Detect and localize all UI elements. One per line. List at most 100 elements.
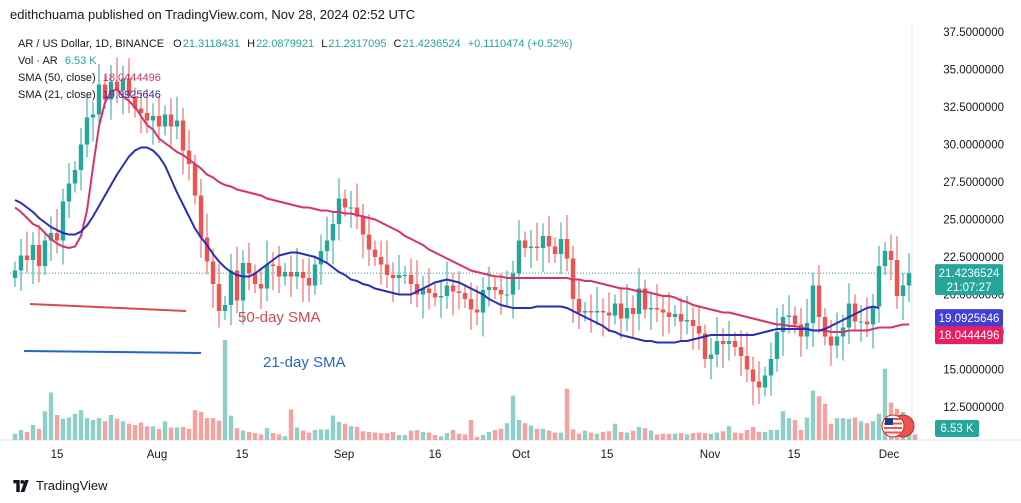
volume-bar bbox=[384, 433, 390, 440]
volume-bar bbox=[912, 434, 918, 440]
candle-body bbox=[216, 284, 222, 311]
volume-bar bbox=[642, 428, 648, 440]
candle-body bbox=[774, 332, 780, 359]
candle-body bbox=[582, 311, 588, 313]
candle-body bbox=[702, 333, 708, 359]
candle-body bbox=[612, 303, 618, 316]
tradingview-footer[interactable]: TradingView bbox=[12, 478, 108, 493]
candle-body bbox=[138, 108, 144, 113]
volume-bar bbox=[846, 418, 852, 440]
volume-bar bbox=[144, 426, 150, 440]
volume-bar bbox=[564, 388, 570, 440]
y-tick-label: 22.5000000 bbox=[943, 252, 1004, 264]
volume-bar bbox=[162, 421, 168, 440]
y-tick-label: 35.0000000 bbox=[943, 65, 1004, 77]
volume-bar bbox=[636, 426, 642, 440]
candle-body bbox=[72, 170, 78, 184]
candle-body bbox=[900, 285, 906, 296]
volume-bar bbox=[780, 411, 786, 440]
legend-sma50-row: SMA (50, close) 18.0444496 bbox=[18, 70, 576, 87]
volume-bar bbox=[834, 418, 840, 440]
x-tick-label: 15 bbox=[788, 449, 801, 461]
volume-bar bbox=[48, 392, 54, 440]
candle-body bbox=[600, 311, 606, 313]
volume-bar bbox=[648, 430, 654, 440]
volume-bar bbox=[474, 436, 480, 440]
volume-bar bbox=[354, 426, 360, 440]
volume-bar bbox=[378, 433, 384, 440]
candle-body bbox=[276, 266, 282, 277]
volume-bar bbox=[750, 426, 756, 440]
candle-body bbox=[588, 311, 594, 313]
legend-change: +0.1110474 (+0.52%) bbox=[467, 38, 573, 50]
candle-body bbox=[60, 201, 66, 241]
legend-sma50: 18.0444496 bbox=[102, 72, 161, 84]
candle-body bbox=[708, 354, 714, 359]
volume-bar bbox=[792, 420, 798, 440]
volume-bar bbox=[774, 430, 780, 440]
volume-bar bbox=[882, 368, 888, 440]
candle-body bbox=[744, 356, 750, 370]
candle-body bbox=[204, 237, 210, 262]
candle-body bbox=[384, 264, 390, 275]
candle-body bbox=[438, 296, 444, 298]
volume-bar bbox=[612, 423, 618, 440]
candle-body bbox=[18, 255, 24, 271]
volume-bar bbox=[594, 433, 600, 440]
candle-body bbox=[432, 293, 438, 298]
candle-body bbox=[102, 84, 108, 100]
volume-bar bbox=[288, 409, 294, 440]
volume-bar bbox=[618, 431, 624, 440]
candle-body bbox=[888, 251, 894, 260]
candle-body bbox=[84, 117, 90, 145]
candle-body bbox=[282, 272, 288, 277]
volume-bar bbox=[60, 418, 66, 440]
candle-body bbox=[834, 336, 840, 346]
volume-bar bbox=[168, 427, 174, 440]
candle-body bbox=[906, 273, 912, 286]
last-price-label: 21.4236524 bbox=[939, 268, 1000, 280]
candle-body bbox=[78, 144, 84, 170]
volume-bar bbox=[246, 431, 252, 440]
candle-body bbox=[798, 324, 804, 337]
volume-bar bbox=[486, 431, 492, 440]
candle-body bbox=[210, 261, 216, 284]
volume-bar bbox=[630, 430, 636, 440]
candle-body bbox=[360, 216, 366, 235]
publisher-line: edithchuama published on TradingView.com… bbox=[10, 7, 416, 22]
candle-body bbox=[180, 120, 186, 151]
candle-body bbox=[444, 285, 450, 296]
candle-body bbox=[474, 309, 480, 313]
x-tick-label: 16 bbox=[429, 449, 442, 461]
candle-body bbox=[846, 303, 852, 328]
candle-body bbox=[198, 195, 204, 238]
volume-bar bbox=[720, 431, 726, 440]
volume-bar bbox=[156, 428, 162, 440]
candle-body bbox=[894, 260, 900, 296]
candle-body bbox=[654, 308, 660, 310]
y-tick-label: 37.5000000 bbox=[943, 27, 1004, 39]
volume-bar bbox=[294, 427, 300, 440]
legend-high-label: H bbox=[247, 38, 256, 50]
candle-body bbox=[126, 78, 132, 97]
volume-bar bbox=[108, 415, 114, 440]
candle-body bbox=[66, 183, 72, 202]
annotation-21-line bbox=[23, 350, 202, 354]
volume-bar bbox=[210, 418, 216, 440]
volume-bar bbox=[690, 433, 696, 440]
volume-bar bbox=[546, 430, 552, 440]
volume-bar bbox=[420, 431, 426, 440]
candle-body bbox=[150, 116, 156, 121]
last-price-tag bbox=[935, 264, 1003, 296]
candle-body bbox=[720, 341, 726, 344]
candle-body bbox=[492, 287, 498, 290]
candle-body bbox=[366, 234, 372, 250]
candle-body bbox=[876, 266, 882, 307]
candle-body bbox=[576, 299, 582, 313]
y-tick-label: 32.5000000 bbox=[943, 102, 1004, 114]
sma21-tag bbox=[935, 309, 1003, 328]
volume-bar bbox=[120, 421, 126, 440]
volume-bar bbox=[678, 433, 684, 440]
